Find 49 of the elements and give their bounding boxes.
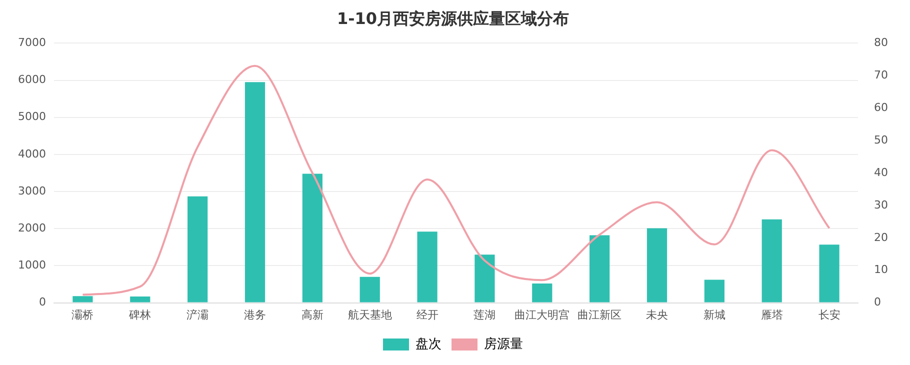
y2-tick-label: 60 — [874, 100, 888, 114]
bar — [417, 232, 438, 302]
legend-label: 盘次 — [416, 336, 442, 352]
bar — [762, 219, 782, 302]
x-tick-label: 曲江大明宫 — [514, 308, 570, 322]
bar — [646, 228, 668, 302]
y-tick-label: 6000 — [18, 73, 46, 86]
bar — [704, 280, 724, 302]
y-tick-label: 7000 — [18, 36, 46, 50]
x-tick-label: 碑林 — [128, 308, 152, 322]
y2-tick-label: 50 — [874, 133, 888, 146]
x-tick-label: 浐灞 — [186, 308, 209, 322]
bar — [590, 235, 610, 302]
y2-tick-label: 80 — [874, 36, 888, 50]
bar — [130, 296, 150, 302]
y2-tick-label: 70 — [874, 68, 888, 82]
legend-label: 房源量 — [484, 336, 523, 352]
x-tick-label: 雁塔 — [760, 308, 783, 322]
y2-tick-label: 30 — [874, 198, 888, 212]
x-tick-label: 未央 — [646, 308, 668, 322]
bar — [474, 254, 495, 302]
bar — [302, 174, 322, 302]
x-tick-label: 新城 — [703, 308, 726, 322]
line-series — [82, 64, 830, 296]
y-tick-label: 0 — [38, 296, 46, 309]
y-tick-label: 5000 — [18, 110, 46, 124]
y-tick-label: 2000 — [18, 221, 46, 234]
y2-tick-label: 0 — [874, 296, 882, 309]
y-tick-label: 1000 — [18, 258, 46, 272]
x-tick-label: 航天基地 — [348, 308, 392, 322]
y2-tick-label: 20 — [874, 230, 888, 244]
bar — [72, 296, 93, 302]
bar — [532, 284, 552, 302]
y-tick-label: 3000 — [18, 184, 46, 198]
x-tick-label: 经开 — [416, 308, 438, 322]
x-tick-label: 曲江新区 — [578, 308, 622, 322]
y-tick-label: 4000 — [18, 147, 46, 160]
x-tick-label: 灞桥 — [72, 308, 94, 322]
x-tick-label: 高新 — [301, 308, 324, 322]
bar — [819, 244, 840, 302]
x-tick-label: 莲湖 — [474, 308, 496, 322]
bar — [188, 196, 208, 302]
bar — [244, 82, 266, 302]
chart-title: 1-10月西安房源供应量区域分布 — [336, 8, 570, 28]
y2-tick-label: 40 — [874, 166, 888, 179]
x-tick-label: 长安 — [818, 308, 840, 322]
bar — [360, 276, 380, 302]
x-tick-label: 港务 — [244, 308, 266, 322]
y2-tick-label: 10 — [874, 263, 888, 276]
